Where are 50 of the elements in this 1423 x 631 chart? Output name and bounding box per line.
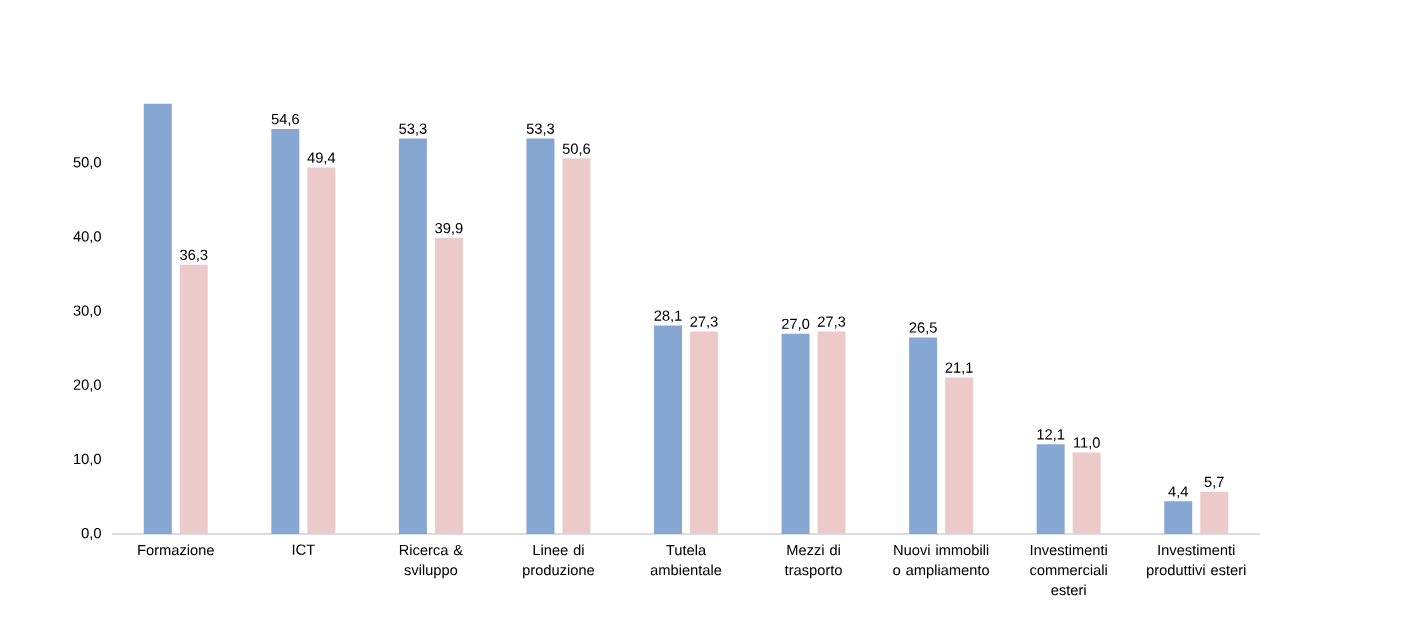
data-label: 54,6 xyxy=(271,113,299,126)
x-tick-label: Linee di produzione xyxy=(523,544,595,579)
data-label: 49,4 xyxy=(307,152,336,165)
bar xyxy=(398,138,427,534)
x-tick-label: Mezzi di trasporto xyxy=(784,544,842,579)
bar xyxy=(434,237,463,534)
data-label: 50,6 xyxy=(562,143,591,156)
data-label: 36,3 xyxy=(180,249,208,262)
bar xyxy=(654,325,683,534)
data-label: 53,3 xyxy=(399,123,427,136)
y-tick-label: 30,0 xyxy=(73,305,101,318)
data-label: 39,9 xyxy=(435,222,463,236)
data-label: 12,1 xyxy=(1037,429,1065,442)
bar xyxy=(271,128,300,534)
x-tick-label: Investimenti commerciali esteri xyxy=(1030,544,1107,596)
bar xyxy=(1164,501,1193,534)
data-label: 27,3 xyxy=(818,316,846,329)
x-tick-label: Nuovi immobili o ampliamento xyxy=(893,544,989,579)
bar xyxy=(143,103,172,534)
data-label: 21,1 xyxy=(945,362,973,375)
bar xyxy=(526,138,555,534)
x-tick-label: ICT xyxy=(292,544,315,555)
data-label: 4,4 xyxy=(1168,486,1188,499)
bar xyxy=(817,331,846,534)
y-tick-label: 20,0 xyxy=(73,379,101,392)
bar xyxy=(179,264,208,534)
y-tick-label: 10,0 xyxy=(74,453,101,466)
data-label: 27,3 xyxy=(690,316,718,329)
y-tick-label: 50,0 xyxy=(73,157,101,170)
y-tick-label: 40,0 xyxy=(73,231,101,244)
data-label: 27,0 xyxy=(782,318,810,331)
data-label: 26,5 xyxy=(909,322,937,335)
x-tick-label: Formazione xyxy=(138,544,214,556)
bar xyxy=(307,167,336,534)
bar xyxy=(781,333,810,534)
x-tick-label: Investimenti produttivi esteri xyxy=(1147,544,1246,579)
bar xyxy=(945,377,974,534)
bar xyxy=(1200,491,1229,534)
data-label: 28,1 xyxy=(654,310,682,323)
data-label: 11,0 xyxy=(1074,437,1100,450)
data-label: 5,7 xyxy=(1204,476,1224,489)
bar xyxy=(690,331,719,534)
x-tick-label: Ricerca & sviluppo xyxy=(399,544,463,579)
x-tick-label: Tutela ambientale xyxy=(650,544,722,576)
data-label: 53,3 xyxy=(526,123,555,136)
bar xyxy=(1036,444,1065,534)
y-tick-label: 0,0 xyxy=(81,527,101,541)
bar xyxy=(909,337,938,534)
bar xyxy=(1072,452,1101,534)
bar xyxy=(562,158,591,534)
